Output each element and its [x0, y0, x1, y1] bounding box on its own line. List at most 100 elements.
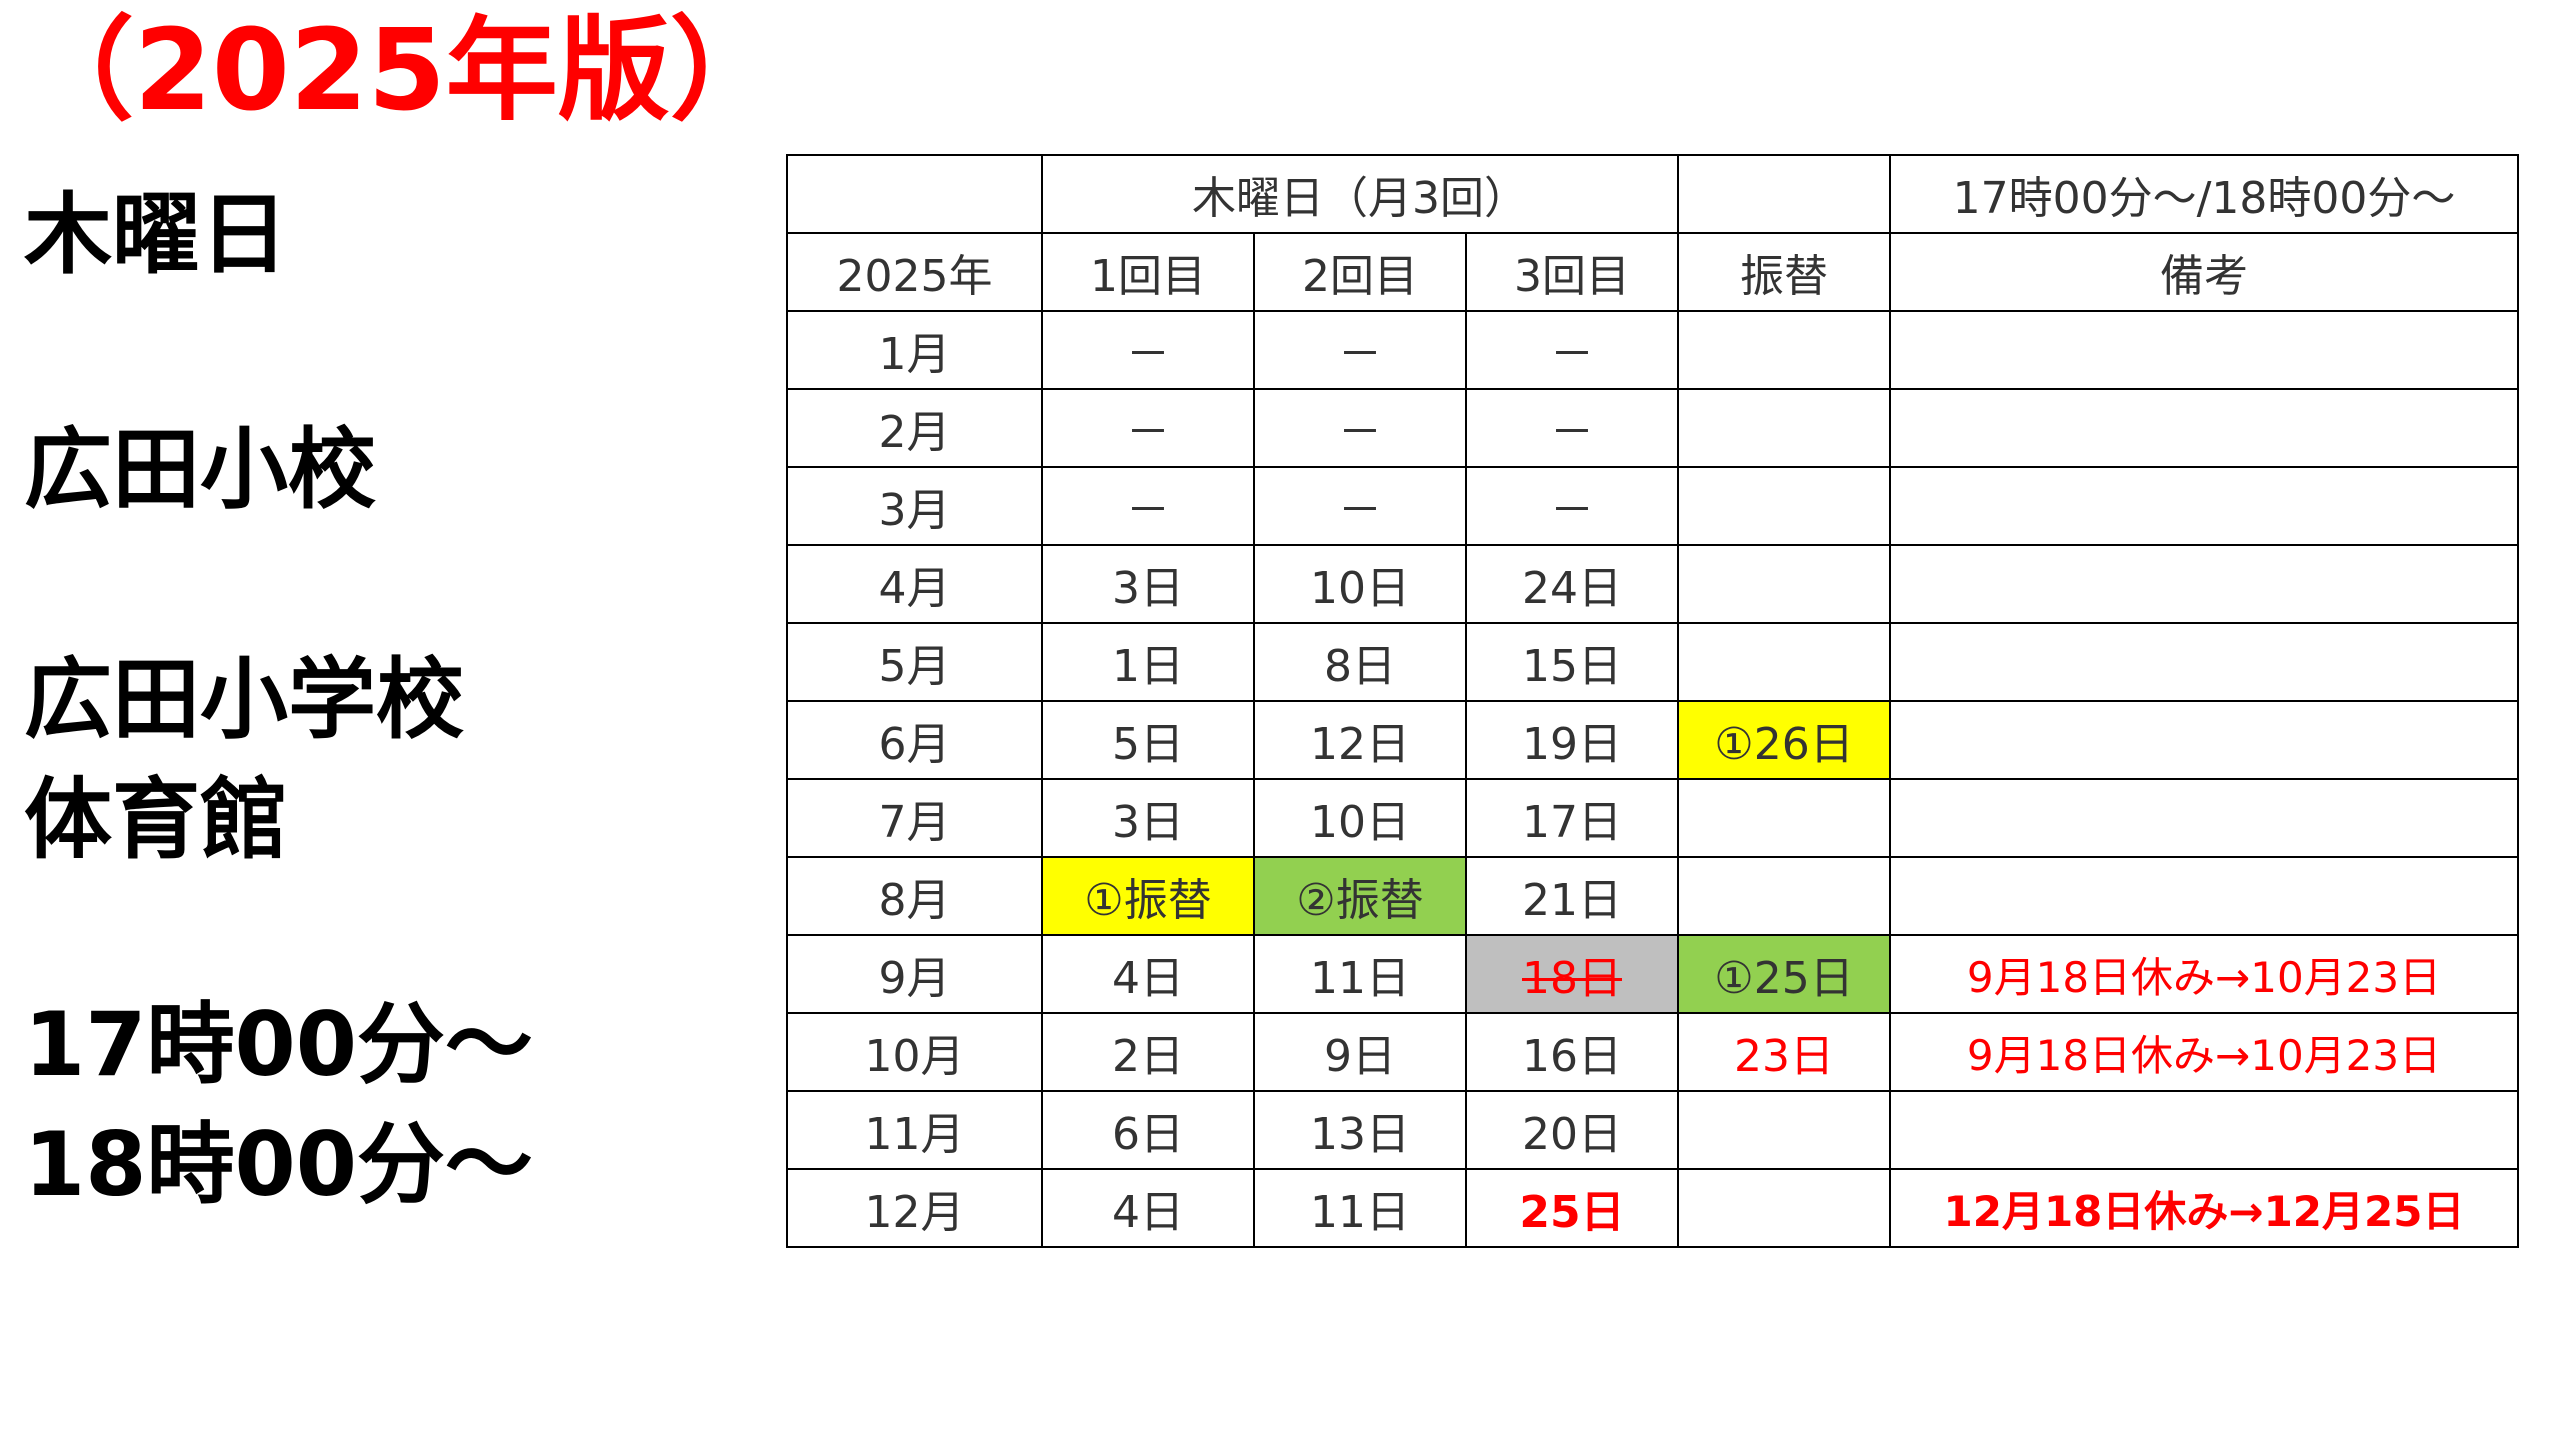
round-3-cell: 25日 — [1465, 1168, 1679, 1248]
swap-cell — [1677, 388, 1891, 468]
round-2-cell: － — [1253, 310, 1467, 390]
header-empty-cell — [786, 154, 1043, 234]
month-cell: 11月 — [786, 1090, 1043, 1170]
round-1-cell: 1日 — [1041, 622, 1255, 702]
swap-cell — [1677, 622, 1891, 702]
round-3-cell: 17日 — [1465, 778, 1679, 858]
month-cell: 3月 — [786, 466, 1043, 546]
swap-cell-highlight: ①26日 — [1677, 700, 1891, 780]
venue-sublabel: 体育館 — [24, 768, 289, 871]
note-cell — [1889, 622, 2519, 702]
table-row: 7月 3日 10日 17日 — [786, 778, 2519, 858]
round-2-cell: 12日 — [1253, 700, 1467, 780]
swap-cell — [1677, 1168, 1891, 1248]
round-2-cell: 10日 — [1253, 778, 1467, 858]
round-3-cell: 20日 — [1465, 1090, 1679, 1170]
table-row: 1月 － － － — [786, 310, 2519, 390]
table-row: 5月 1日 8日 15日 — [786, 622, 2519, 702]
month-cell: 6月 — [786, 700, 1043, 780]
round-1-cell: 4日 — [1041, 1168, 1255, 1248]
month-cell: 1月 — [786, 310, 1043, 390]
round-2-cell: － — [1253, 466, 1467, 546]
note-cell: 12月18日休み→12月25日 — [1889, 1168, 2519, 1248]
header-round-1: 1回目 — [1041, 232, 1255, 312]
note-cell — [1889, 1090, 2519, 1170]
table-row: 3月 － － － — [786, 466, 2519, 546]
month-cell: 10月 — [786, 1012, 1043, 1092]
page-title: （2025年版） — [22, 6, 782, 136]
note-cell: 9月18日休み→10月23日 — [1889, 934, 2519, 1014]
round-1-cell: 2日 — [1041, 1012, 1255, 1092]
note-cell — [1889, 310, 2519, 390]
round-2-cell: 10日 — [1253, 544, 1467, 624]
month-cell: 8月 — [786, 856, 1043, 936]
header-swap: 振替 — [1677, 232, 1891, 312]
round-3-cell: 15日 — [1465, 622, 1679, 702]
note-cell — [1889, 466, 2519, 546]
venue-label: 広田小学校 — [24, 648, 465, 751]
round-2-cell: 13日 — [1253, 1090, 1467, 1170]
header-round-3: 3回目 — [1465, 232, 1679, 312]
round-3-cell-cancelled: 18日 — [1465, 934, 1679, 1014]
month-cell: 5月 — [786, 622, 1043, 702]
header-empty-cell — [1677, 154, 1891, 234]
round-1-cell: 6日 — [1041, 1090, 1255, 1170]
header-time-range: 17時00分～/18時00分～ — [1889, 154, 2519, 234]
round-3-cell: － — [1465, 310, 1679, 390]
round-1-cell: 4日 — [1041, 934, 1255, 1014]
swap-cell — [1677, 778, 1891, 858]
month-cell: 9月 — [786, 934, 1043, 1014]
round-1-cell: 3日 — [1041, 778, 1255, 858]
note-cell — [1889, 856, 2519, 936]
header-round-2: 2回目 — [1253, 232, 1467, 312]
note-cell — [1889, 388, 2519, 468]
table-row: 9月 4日 11日 18日 ①25日 9月18日休み→10月23日 — [786, 934, 2519, 1014]
round-3-cell: 24日 — [1465, 544, 1679, 624]
note-cell — [1889, 778, 2519, 858]
round-3-cell: 16日 — [1465, 1012, 1679, 1092]
table-header-row: 2025年 1回目 2回目 3回目 振替 備考 — [786, 232, 2519, 312]
month-cell: 4月 — [786, 544, 1043, 624]
round-1-cell: 3日 — [1041, 544, 1255, 624]
swap-cell: 23日 — [1677, 1012, 1891, 1092]
note-cell — [1889, 700, 2519, 780]
round-3-cell: 19日 — [1465, 700, 1679, 780]
round-2-cell: 11日 — [1253, 1168, 1467, 1248]
swap-cell — [1677, 1090, 1891, 1170]
month-cell: 2月 — [786, 388, 1043, 468]
round-3-cell: － — [1465, 388, 1679, 468]
round-1-cell: 5日 — [1041, 700, 1255, 780]
swap-cell — [1677, 466, 1891, 546]
note-cell: 9月18日休み→10月23日 — [1889, 1012, 2519, 1092]
cancelled-date: 18日 — [1522, 953, 1622, 1004]
round-1-cell: － — [1041, 310, 1255, 390]
table-header-group-row: 木曜日（月3回） 17時00分～/18時00分～ — [786, 154, 2519, 234]
weekday-label: 木曜日 — [24, 183, 289, 286]
table-row: 4月 3日 10日 24日 — [786, 544, 2519, 624]
time-label-1: 17時00分～ — [24, 993, 533, 1096]
swap-cell — [1677, 310, 1891, 390]
school-label: 広田小校 — [24, 418, 377, 521]
round-1-cell-swapped: ①振替 — [1041, 856, 1255, 936]
table-row: 10月 2日 9日 16日 23日 9月18日休み→10月23日 — [786, 1012, 2519, 1092]
header-weekday-group: 木曜日（月3回） — [1041, 154, 1679, 234]
table-row: 8月 ①振替 ②振替 21日 — [786, 856, 2519, 936]
swap-cell — [1677, 544, 1891, 624]
table-row: 2月 － － － — [786, 388, 2519, 468]
header-year: 2025年 — [786, 232, 1043, 312]
round-1-cell: － — [1041, 388, 1255, 468]
round-2-cell: 9日 — [1253, 1012, 1467, 1092]
swap-cell — [1677, 856, 1891, 936]
table-row: 11月 6日 13日 20日 — [786, 1090, 2519, 1170]
round-3-cell: － — [1465, 466, 1679, 546]
round-2-cell-swapped: ②振替 — [1253, 856, 1467, 936]
table-row: 12月 4日 11日 25日 12月18日休み→12月25日 — [786, 1168, 2519, 1248]
time-label-2: 18時00分～ — [24, 1113, 533, 1216]
round-2-cell: 8日 — [1253, 622, 1467, 702]
schedule-table: 木曜日（月3回） 17時00分～/18時00分～ 2025年 1回目 2回目 3… — [786, 154, 2519, 1248]
swap-cell-highlight: ①25日 — [1677, 934, 1891, 1014]
table-row: 6月 5日 12日 19日 ①26日 — [786, 700, 2519, 780]
round-2-cell: － — [1253, 388, 1467, 468]
note-cell — [1889, 544, 2519, 624]
round-2-cell: 11日 — [1253, 934, 1467, 1014]
